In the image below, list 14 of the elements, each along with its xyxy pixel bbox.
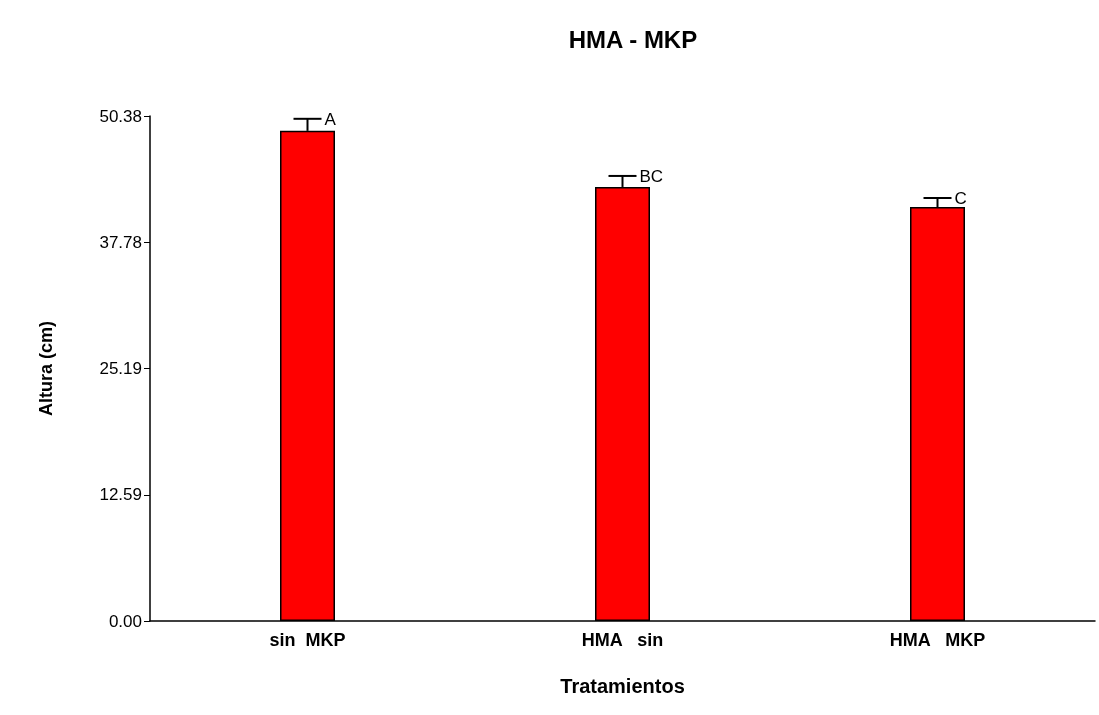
y-tick-label: 37.78 [99, 232, 142, 252]
y-tick-label: 50.38 [99, 106, 142, 126]
y-axis-title: Altura (cm) [36, 320, 56, 417]
annotation: BC [639, 167, 664, 187]
y-tick-label: 12.59 [99, 485, 142, 505]
y-tick-label: 25.19 [99, 359, 142, 378]
y-tick-label: 0.00 [108, 611, 142, 631]
chart-title: HMA - MKP [568, 25, 698, 53]
x-tick-label: HMA MKP [889, 630, 986, 650]
annotation: A [324, 110, 337, 130]
x-tick-label: sin MKP [269, 630, 346, 650]
annotation: C [954, 189, 967, 209]
x-axis-title: Tratamientos [560, 675, 685, 697]
x-tick-label: HMA sin [581, 630, 664, 650]
